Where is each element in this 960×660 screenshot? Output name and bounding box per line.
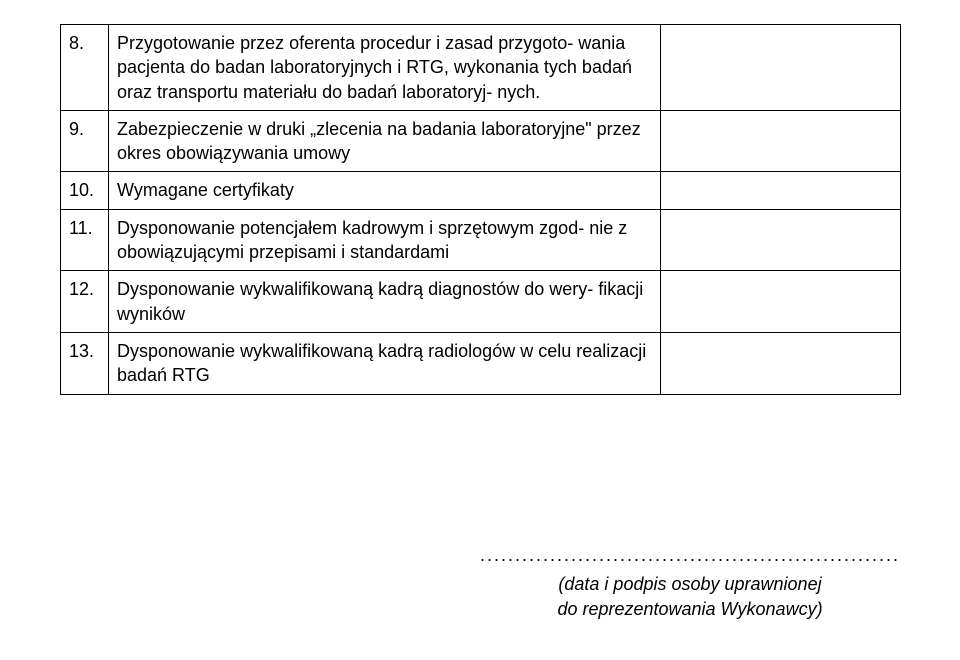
row-empty-cell [661,332,901,394]
row-empty-cell [661,25,901,111]
row-number: 9. [61,110,109,172]
signature-footer: ........................................… [60,545,900,622]
row-text: Dysponowanie potencjałem kadrowym i sprz… [109,209,661,271]
row-text: Zabezpieczenie w druki „zlecenia na bada… [109,110,661,172]
table-row: 13. Dysponowanie wykwalifikowaną kadrą r… [61,332,901,394]
requirements-table: 8. Przygotowanie przez oferenta procedur… [60,24,901,395]
signature-caption: (data i podpis osoby uprawnionej do repr… [480,572,900,622]
row-number: 13. [61,332,109,394]
signature-line: ........................................… [480,545,900,566]
table-row: 9. Zabezpieczenie w druki „zlecenia na b… [61,110,901,172]
row-number: 12. [61,271,109,333]
table-row: 10. Wymagane certyfikaty [61,172,901,209]
row-empty-cell [661,110,901,172]
page: 8. Przygotowanie przez oferenta procedur… [0,0,960,622]
row-empty-cell [661,172,901,209]
table-row: 8. Przygotowanie przez oferenta procedur… [61,25,901,111]
row-text: Wymagane certyfikaty [109,172,661,209]
row-text: Dysponowanie wykwalifikowaną kadrą radio… [109,332,661,394]
table-row: 12. Dysponowanie wykwalifikowaną kadrą d… [61,271,901,333]
row-number: 10. [61,172,109,209]
caption-line-2: do reprezentowania Wykonawcy) [557,599,822,619]
row-number: 8. [61,25,109,111]
signature-block: ........................................… [480,545,900,622]
row-text: Przygotowanie przez oferenta procedur i … [109,25,661,111]
caption-line-1: (data i podpis osoby uprawnionej [558,574,821,594]
row-empty-cell [661,271,901,333]
row-text: Dysponowanie wykwalifikowaną kadrą diagn… [109,271,661,333]
row-number: 11. [61,209,109,271]
row-empty-cell [661,209,901,271]
table-row: 11. Dysponowanie potencjałem kadrowym i … [61,209,901,271]
